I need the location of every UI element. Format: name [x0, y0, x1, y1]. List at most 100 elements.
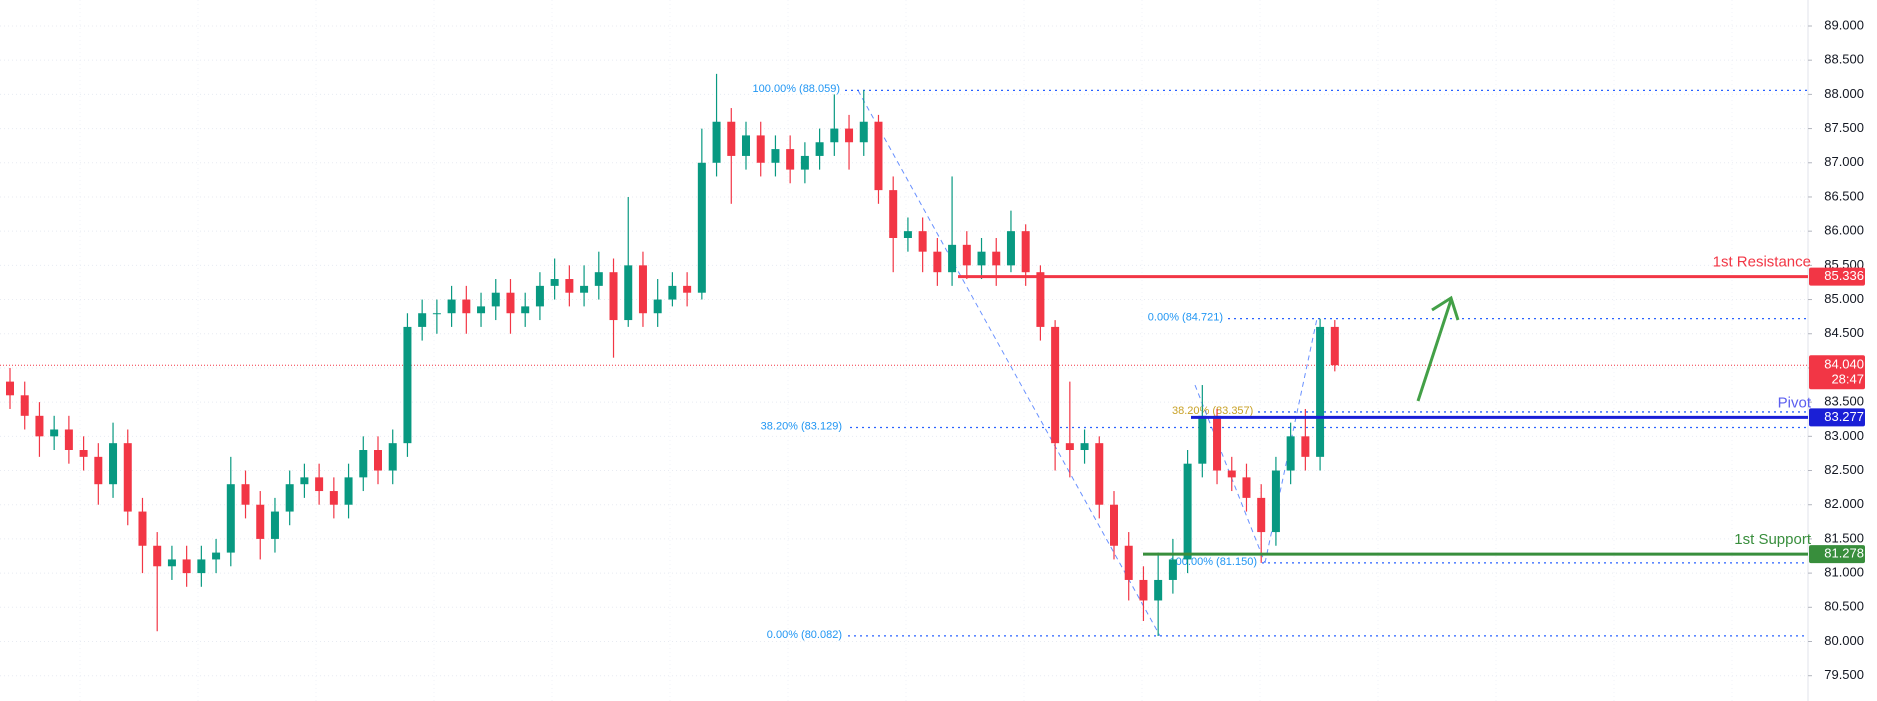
candle-body [1110, 504, 1118, 546]
level-price-label: 81.278 [1824, 546, 1864, 561]
arrow-shaft [1416, 299, 1453, 402]
candle-body [933, 251, 942, 273]
candle-body [580, 285, 589, 293]
candle-body [182, 559, 191, 574]
candle-body [462, 299, 471, 314]
candle-body [447, 299, 456, 314]
candle-body [50, 429, 59, 437]
y-tick-label: 87.000 [1824, 154, 1864, 169]
candle-body [300, 477, 309, 485]
candle-body [977, 251, 986, 266]
candle-body [638, 265, 647, 314]
candle-body [197, 559, 206, 574]
candle-body [403, 326, 412, 444]
candle-body [565, 279, 574, 293]
candle-body [20, 395, 29, 416]
candle-body [1330, 326, 1339, 366]
candle-body [329, 491, 338, 505]
y-tick-label: 88.500 [1824, 52, 1864, 67]
y-tick-label: 87.500 [1824, 120, 1864, 135]
candle-body [138, 511, 147, 546]
candle-body [388, 443, 397, 471]
y-tick-label: 89.000 [1824, 17, 1864, 32]
candle-body [712, 121, 721, 163]
candle-body [1301, 436, 1310, 457]
candle-body [845, 128, 854, 143]
candle-body [1198, 415, 1207, 464]
candle-body [241, 484, 250, 505]
y-tick-label: 85.000 [1824, 291, 1864, 306]
fib-trend-line [1264, 318, 1318, 563]
candle-body [594, 272, 603, 286]
candle-body [859, 121, 868, 143]
candle-body [1257, 497, 1266, 533]
candle-body [771, 149, 780, 163]
level-price-label: 83.277 [1824, 409, 1864, 424]
candle-body [962, 244, 971, 266]
fib-level-label: 38.20% (83.129) [761, 420, 842, 432]
candle-body [624, 265, 633, 321]
y-tick-label: 86.000 [1824, 223, 1864, 238]
candle-body [1286, 436, 1295, 471]
level-name: Pivot [1778, 394, 1812, 411]
candle-body [374, 450, 382, 471]
candle-body [1213, 415, 1222, 471]
y-tick-label: 82.500 [1824, 462, 1864, 477]
y-tick-label: 81.000 [1824, 565, 1864, 580]
candle-body [1124, 545, 1133, 580]
candle-body [742, 135, 750, 156]
level-name: 1st Resistance [1713, 254, 1811, 271]
candle-body [668, 285, 677, 300]
candle-body [491, 292, 500, 307]
candle-body [1271, 470, 1280, 533]
candle-body [6, 381, 14, 396]
candle-body [94, 456, 103, 485]
candle-body [830, 128, 839, 143]
fib-trend-line [857, 90, 1161, 637]
candle-body [948, 244, 957, 273]
candle-body [226, 484, 235, 553]
level-price-label: 85.336 [1824, 268, 1864, 283]
candle-body [359, 450, 368, 478]
candle-body [1051, 326, 1060, 444]
countdown-label: 28:47 [1831, 372, 1864, 387]
candle-body [889, 190, 898, 238]
candle-body [1021, 231, 1030, 273]
candle-body [153, 545, 162, 567]
candle-body [1080, 443, 1089, 451]
candle-body [1036, 272, 1045, 327]
fib-level-label: 100.00% (81.150) [1170, 556, 1257, 568]
candle-body [1183, 463, 1192, 560]
level-price-box [1809, 408, 1865, 427]
last-price-box [1809, 355, 1865, 390]
fib-level-label: 0.00% (80.082) [767, 629, 842, 641]
candle-body [285, 484, 294, 512]
candle-body [432, 313, 441, 315]
candle-body [800, 155, 809, 170]
candle-body [918, 231, 927, 252]
y-tick-label: 83.500 [1824, 394, 1864, 409]
candle-body [64, 429, 73, 451]
candle-body [270, 511, 279, 539]
candle-body [167, 559, 176, 567]
candle-body [756, 135, 765, 163]
y-tick-label: 80.000 [1824, 633, 1864, 648]
level-price-box [1809, 267, 1865, 286]
candle-body [344, 477, 353, 505]
candle-body [1242, 477, 1251, 498]
fib-level-label: 100.00% (88.059) [753, 83, 840, 95]
candle-body [506, 292, 515, 314]
candle-body [256, 504, 265, 539]
fib-trend-line [1194, 384, 1266, 564]
candle-body [609, 272, 618, 321]
candle-body [1139, 579, 1148, 601]
candle-body [477, 306, 486, 314]
fib-level-label: 38.20% (83.357) [1172, 405, 1253, 417]
y-tick-label: 88.000 [1824, 86, 1864, 101]
y-tick-label: 83.000 [1824, 428, 1864, 443]
candle-body [123, 443, 132, 512]
candle-body [35, 415, 44, 437]
